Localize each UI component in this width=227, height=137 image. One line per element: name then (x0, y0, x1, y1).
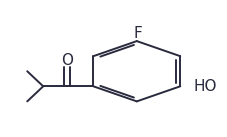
Text: O: O (61, 53, 73, 68)
Text: F: F (133, 26, 141, 41)
Text: HO: HO (193, 79, 217, 94)
